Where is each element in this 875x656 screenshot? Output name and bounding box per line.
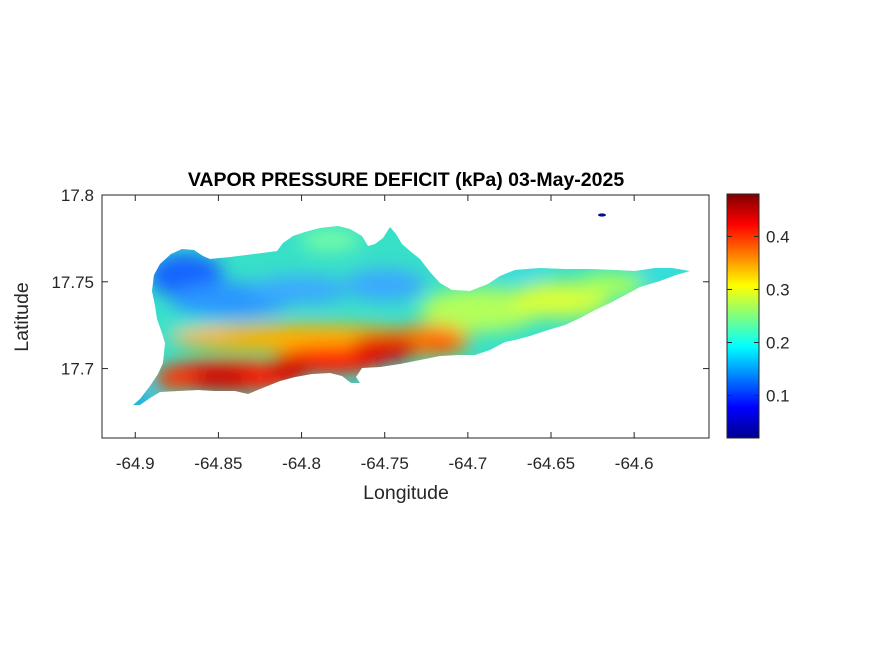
colorbar bbox=[726, 193, 760, 439]
y-tick-label: 17.8 bbox=[61, 186, 94, 205]
x-tick-label: -64.8 bbox=[282, 454, 321, 473]
islet-marker bbox=[598, 213, 606, 217]
colorbar-tick-label: 0.1 bbox=[766, 387, 790, 406]
x-axis-label: Longitude bbox=[363, 482, 449, 504]
y-axis-label: Latitude bbox=[11, 282, 33, 351]
chart-title: VAPOR PRESSURE DEFICIT (kPa) 03-May-2025 bbox=[188, 169, 625, 191]
x-tick-label: -64.65 bbox=[527, 454, 575, 473]
y-axis: 17.7 17.75 17.8 bbox=[51, 186, 709, 379]
x-axis: -64.9 -64.85 -64.8 -64.75 -64.7 -64.65 -64.6 bbox=[116, 195, 654, 473]
colorbar-tick-label: 0.4 bbox=[766, 227, 790, 246]
x-tick-label: -64.9 bbox=[116, 454, 155, 473]
y-tick-label: 17.7 bbox=[61, 360, 94, 379]
x-tick-label: -64.7 bbox=[448, 454, 487, 473]
x-tick-label: -64.6 bbox=[615, 454, 654, 473]
colorbar-tick-label: 0.2 bbox=[766, 334, 790, 353]
colorbar-ticks: 0.1 0.2 0.3 0.4 bbox=[727, 227, 790, 406]
colorbar-tick-label: 0.3 bbox=[766, 280, 790, 299]
x-tick-label: -64.75 bbox=[361, 454, 409, 473]
x-tick-label: -64.85 bbox=[194, 454, 242, 473]
y-tick-label: 17.75 bbox=[51, 273, 94, 292]
